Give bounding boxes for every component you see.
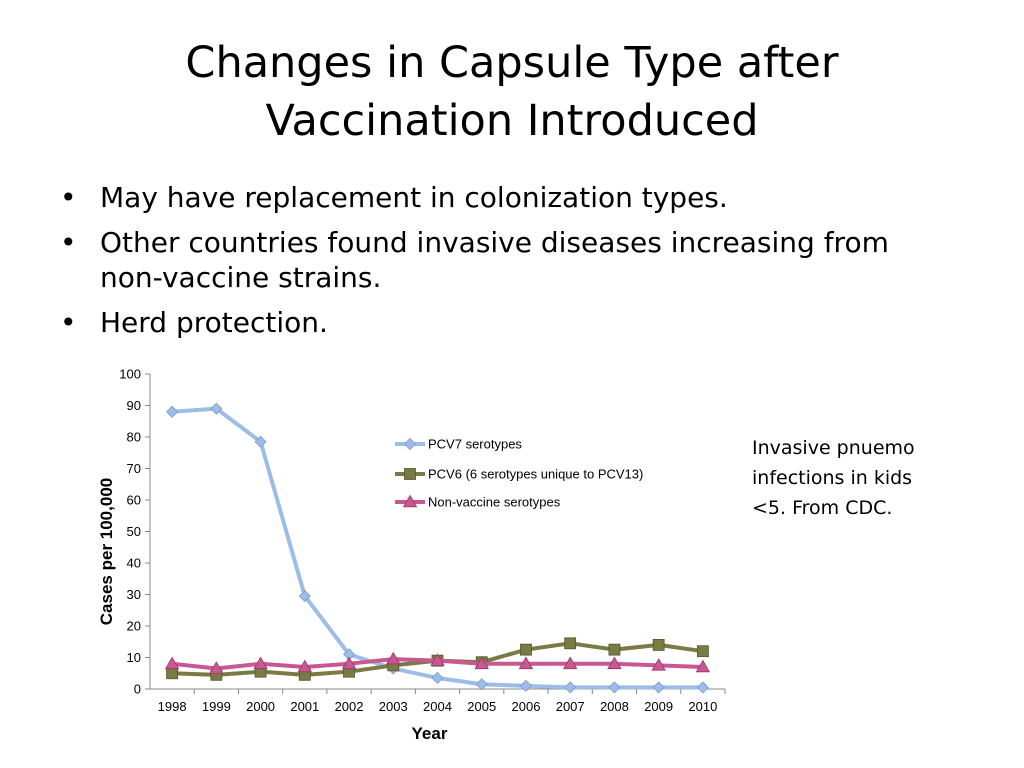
slide-title: Changes in Capsule Type after Vaccinatio… — [0, 34, 1024, 150]
data-point-series-1 — [166, 405, 179, 418]
x-tick-label: 2002 — [335, 699, 364, 714]
source-note: Invasive pnuemo infections in kids <5. F… — [752, 437, 915, 519]
data-point-series-3 — [518, 656, 534, 670]
y-tick-label: 0 — [134, 682, 141, 697]
bullet-text: Herd protection. — [100, 306, 328, 339]
data-point-series-3 — [430, 653, 445, 666]
bullet-list: • May have replacement in colonization t… — [60, 180, 960, 350]
data-point-series-1 — [564, 681, 577, 694]
data-point-series-1 — [210, 402, 223, 415]
y-tick-label: 100 — [119, 367, 141, 382]
bullet-text: Other countries found invasive diseases … — [100, 226, 889, 294]
data-point-series-1 — [431, 671, 444, 685]
x-tick-label: 2010 — [688, 699, 717, 714]
bullet-dot: • — [60, 306, 77, 339]
y-tick-label: 10 — [127, 650, 141, 665]
y-tick-label: 20 — [127, 619, 141, 634]
data-point-series-3 — [341, 656, 357, 670]
data-point-series-2 — [166, 667, 179, 680]
data-point-series-2 — [652, 638, 665, 651]
data-point-series-3 — [209, 661, 224, 674]
data-point-series-3 — [253, 656, 268, 670]
data-point-series-1 — [298, 590, 311, 603]
x-tick-label: 1998 — [158, 699, 187, 714]
x-tick-label: 2005 — [467, 699, 496, 714]
data-point-series-2 — [608, 643, 621, 656]
data-point-series-3 — [607, 656, 622, 670]
y-tick-label: 60 — [127, 493, 141, 508]
legend-label-1: PCV7 serotypes — [428, 437, 522, 452]
bullet-dot: • — [60, 181, 77, 214]
x-tick-label: 2000 — [246, 699, 275, 714]
data-point-series-3 — [695, 659, 711, 673]
bullet-dot: • — [60, 226, 77, 259]
x-tick-label: 2009 — [644, 699, 673, 714]
legend-label-3: Non-vaccine serotypes — [428, 495, 561, 510]
bullet-item: • May have replacement in colonization t… — [60, 180, 960, 215]
data-point-series-3 — [297, 659, 312, 673]
data-point-series-1 — [519, 679, 533, 692]
slide-title-line-2: Vaccination Introduced — [265, 96, 759, 146]
y-tick-label: 40 — [127, 556, 141, 571]
legend-marker-3 — [402, 494, 418, 508]
x-tick-label: 2008 — [600, 699, 629, 714]
bullet-text: May have replacement in colonization typ… — [100, 181, 728, 214]
y-tick-label: 30 — [127, 587, 141, 602]
data-point-series-2 — [520, 643, 532, 656]
x-tick-label: 2006 — [512, 699, 541, 714]
y-tick-label: 80 — [127, 430, 141, 445]
legend-marker-2 — [404, 468, 416, 480]
line-chart: 0 10 20 30 40 50 60 70 80 90 100 1998 1999 2000 2001 20… — [97, 367, 726, 743]
y-tick-label: 50 — [127, 524, 141, 539]
y-tick-label: 90 — [127, 398, 141, 413]
data-point-series-2 — [696, 645, 709, 658]
data-point-series-1 — [475, 678, 488, 691]
data-point-series-2 — [564, 637, 577, 650]
slide-title-line-1: Changes in Capsule Type after — [185, 38, 839, 88]
x-tick-label: 2001 — [290, 699, 319, 714]
data-point-series-3 — [386, 651, 401, 665]
data-point-series-1 — [696, 681, 709, 694]
data-point-series-1 — [608, 681, 621, 694]
legend-label-2: PCV6 (6 serotypes unique to PCV13) — [428, 467, 643, 482]
x-tick-label: 2004 — [423, 699, 452, 714]
x-tick-label: 2007 — [556, 699, 585, 714]
bullet-item: • Herd protection. — [60, 305, 960, 340]
data-point-series-3 — [651, 658, 666, 671]
data-point-series-3 — [474, 656, 489, 670]
x-tick-label: 2003 — [379, 699, 408, 714]
data-point-series-3 — [563, 656, 578, 670]
legend-marker-1 — [403, 437, 417, 451]
data-point-series-3 — [164, 656, 180, 670]
x-tick-label: 1999 — [202, 699, 231, 714]
y-tick-label: 70 — [127, 461, 141, 476]
y-axis-title: Cases per 100,000 — [97, 478, 116, 625]
bullet-item: • Other countries found invasive disease… — [60, 225, 960, 295]
data-point-series-1 — [254, 435, 267, 448]
data-point-series-1 — [652, 681, 665, 694]
x-axis-title: Year — [412, 724, 448, 743]
